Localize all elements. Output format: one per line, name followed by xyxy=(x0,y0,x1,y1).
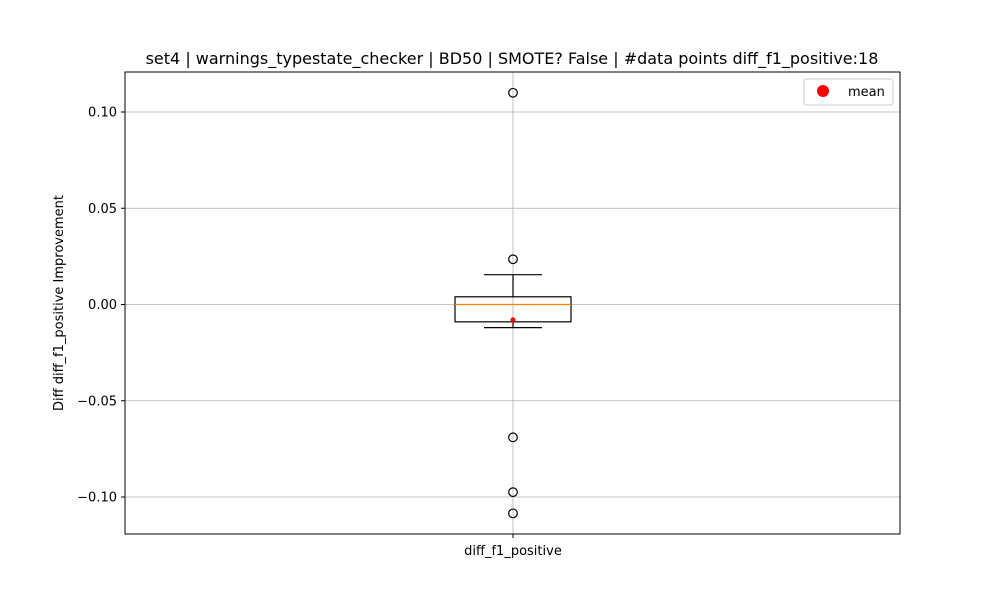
axis-layer: 0.10 0.05 0.00 −0.05 −0.10 diff_f1_positive xyxy=(77,106,562,560)
outlier-point xyxy=(508,508,518,519)
legend-mean-label: mean xyxy=(848,85,885,100)
outlier-point xyxy=(508,487,518,498)
y-tick-label: 0.10 xyxy=(88,106,117,121)
x-tick-label: diff_f1_positive xyxy=(464,544,562,559)
outlier-point xyxy=(508,87,518,98)
outlier-point xyxy=(508,254,518,265)
legend: mean xyxy=(803,78,894,106)
y-axis-label: Diff diff_f1_positive Improvement xyxy=(52,195,67,411)
y-tick-label: 0.00 xyxy=(88,298,117,313)
y-tick-label: 0.05 xyxy=(88,202,117,217)
y-tick-label: −0.10 xyxy=(77,491,117,506)
y-tick-label: −0.05 xyxy=(77,394,117,409)
plot-frame xyxy=(124,71,901,535)
legend-mean-marker xyxy=(817,85,829,97)
chart-title: set4 | warnings_typestate_checker | BD50… xyxy=(146,49,879,69)
outlier-point xyxy=(508,432,518,443)
data-layer xyxy=(454,87,572,519)
legend-frame xyxy=(803,78,894,106)
mean-point xyxy=(510,317,516,323)
grid-layer xyxy=(125,72,900,534)
